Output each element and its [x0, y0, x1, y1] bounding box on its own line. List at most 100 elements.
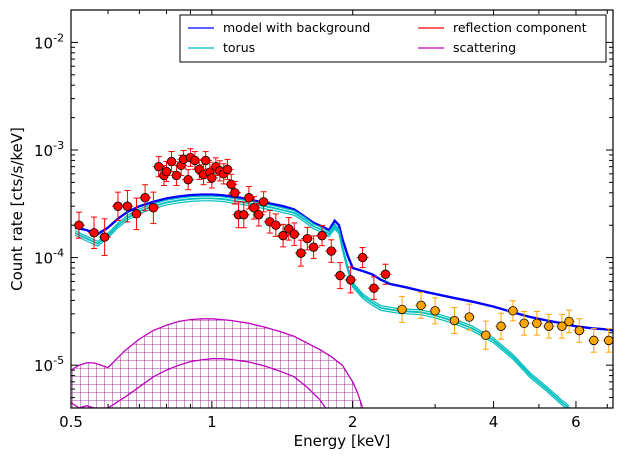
y-axis-label: Count rate [cts/s/keV]: [8, 127, 26, 291]
data-marker: [222, 164, 233, 175]
data-marker: [508, 306, 518, 316]
data-point: [88, 216, 101, 250]
data-point: [98, 218, 111, 256]
data-point: [495, 312, 508, 340]
data-point: [221, 158, 234, 180]
scattering-hatch: [71, 318, 363, 408]
data-marker: [99, 232, 110, 242]
legend-label-model: model with background: [223, 20, 370, 35]
data-marker: [154, 161, 164, 172]
data-point: [152, 156, 165, 178]
data-marker: [430, 306, 440, 316]
data-point: [555, 313, 568, 339]
legend-label-reflection: reflection component: [453, 20, 587, 35]
scattering-line: [71, 318, 364, 408]
data-point: [573, 318, 586, 343]
data-point: [252, 203, 265, 227]
data-point: [294, 239, 307, 267]
data-point: [288, 222, 301, 246]
data-points: [72, 148, 613, 353]
data-point: [257, 191, 270, 213]
data-point: [602, 328, 613, 353]
data-marker: [574, 325, 585, 336]
data-marker: [464, 312, 475, 322]
scattering-hatch-area: [71, 318, 363, 408]
data-marker: [278, 230, 288, 241]
data-marker: [308, 242, 319, 252]
data-point: [269, 213, 282, 237]
y-tick-label: 10-3: [34, 139, 64, 160]
data-point: [139, 184, 152, 212]
data-marker: [271, 220, 281, 230]
data-marker: [289, 229, 299, 239]
data-marker: [230, 188, 240, 198]
data-marker: [357, 252, 368, 263]
x-tick-label: 0.5: [59, 413, 83, 431]
x-axis-label: Energy [keV]: [294, 432, 391, 450]
data-point: [542, 313, 555, 339]
data-marker: [496, 321, 506, 331]
data-point: [530, 310, 543, 336]
data-point: [316, 225, 329, 247]
data-marker: [131, 209, 142, 219]
data-marker: [74, 220, 84, 230]
data-marker: [239, 210, 249, 220]
data-point: [165, 151, 178, 173]
data-marker: [200, 155, 211, 166]
data-point: [356, 247, 369, 269]
data-marker: [449, 315, 460, 326]
legend: model with background torus reflection c…: [179, 14, 607, 63]
data-point: [506, 300, 519, 322]
data-point: [247, 196, 260, 220]
data-marker: [183, 174, 193, 185]
data-marker: [148, 203, 159, 213]
data-marker: [190, 155, 200, 166]
data-marker: [317, 230, 327, 241]
data-marker: [122, 201, 133, 211]
data-marker: [140, 193, 150, 203]
data-marker: [604, 335, 613, 346]
data-point: [587, 328, 600, 353]
x-tick-label: 4: [489, 413, 499, 431]
data-point: [379, 263, 392, 285]
data-marker: [226, 179, 236, 189]
data-marker: [380, 269, 391, 279]
data-marker: [369, 283, 379, 293]
data-marker: [557, 321, 567, 331]
data-marker: [397, 304, 407, 315]
y-tick-label: 10-2: [34, 31, 64, 52]
data-point: [121, 190, 134, 223]
data-point: [479, 320, 492, 350]
y-tick-label: 10-5: [34, 354, 64, 375]
plot-frame: [70, 9, 614, 409]
data-point: [367, 276, 380, 300]
data-point: [463, 303, 476, 331]
data-point: [448, 307, 461, 335]
data-point: [277, 223, 290, 248]
data-marker: [166, 156, 177, 167]
data-point: [518, 310, 531, 336]
data-point: [334, 262, 347, 290]
data-marker: [589, 335, 599, 346]
data-marker: [244, 193, 254, 203]
x-tick-label: 1: [207, 413, 217, 431]
scattering-line-lower: [71, 358, 327, 408]
data-marker: [532, 318, 542, 329]
data-marker: [481, 330, 491, 340]
data-point: [301, 226, 314, 251]
data-point: [237, 201, 250, 229]
data-point: [147, 191, 160, 225]
data-point: [563, 309, 576, 334]
legend-label-torus: torus: [223, 40, 255, 55]
data-marker: [89, 228, 99, 238]
data-marker: [207, 173, 217, 183]
data-point: [344, 266, 357, 294]
data-marker: [113, 201, 123, 211]
data-point: [325, 239, 338, 263]
data-point: [130, 197, 143, 231]
data-marker: [258, 197, 269, 207]
data-marker: [564, 316, 574, 327]
data-marker: [335, 270, 345, 281]
legend-label-scattering: scattering: [453, 40, 516, 55]
